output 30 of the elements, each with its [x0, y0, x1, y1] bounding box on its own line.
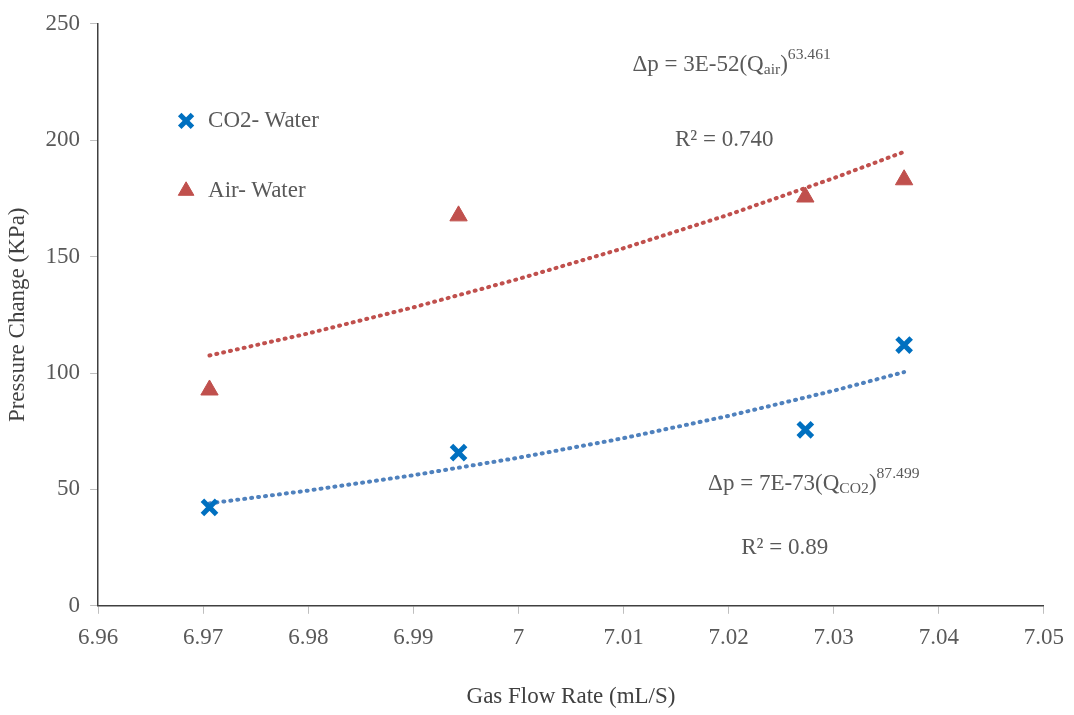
y-tick-label: 50: [57, 475, 81, 501]
legend-label: Air- Water: [208, 176, 306, 202]
point: [894, 335, 914, 355]
x-tick-label: 7.05: [1023, 623, 1064, 649]
x-tick-label: 7.02: [708, 623, 749, 649]
line-series: [207, 149, 907, 358]
y-tick-label: 150: [45, 242, 81, 268]
y-tick-label: 100: [45, 359, 81, 385]
x-tick-label: 6.96: [77, 623, 119, 649]
annotation: R² = 0.740: [675, 126, 774, 152]
x-tick-label: 6.98: [288, 623, 329, 649]
legend-label: CO2- Water: [208, 106, 320, 132]
y-axis-title: Pressure Change (KPa): [3, 207, 29, 423]
y-tick-label: 250: [45, 9, 81, 35]
x-axis-title: Gas Flow Rate (mL/S): [466, 683, 676, 709]
x-tick-label: 7.03: [813, 623, 854, 649]
x-tick-label: 7.04: [918, 623, 960, 649]
y-tick-label: 0: [68, 591, 81, 617]
annotation: R² = 0.89: [741, 533, 829, 559]
point: [199, 497, 220, 517]
x-tick-label: 7: [512, 623, 525, 649]
point: [449, 205, 468, 222]
point: [796, 186, 815, 203]
x-tick-label: 6.97: [183, 623, 224, 649]
y-tick-label: 200: [45, 126, 81, 152]
point: [448, 443, 469, 463]
point: [894, 169, 914, 186]
x-tick-label: 7.01: [603, 623, 644, 649]
point: [795, 420, 815, 440]
x-tick-label: 6.99: [393, 623, 434, 649]
